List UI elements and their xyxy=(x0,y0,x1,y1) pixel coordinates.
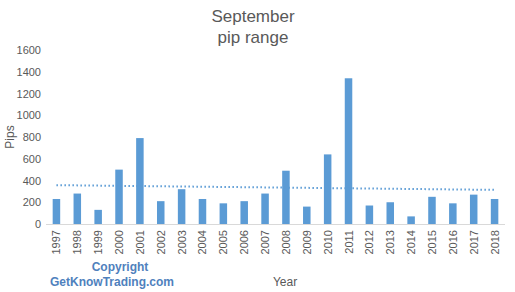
bar xyxy=(220,203,228,224)
x-tick-label: 2000 xyxy=(113,230,125,254)
x-tick-label: 1998 xyxy=(71,230,83,254)
bar xyxy=(178,189,186,224)
annotation: Copyright xyxy=(92,260,149,274)
bar xyxy=(53,199,61,224)
y-tick-label: 800 xyxy=(23,131,41,143)
bar xyxy=(428,197,436,224)
y-tick-label: 400 xyxy=(23,175,41,187)
y-tick-label: 200 xyxy=(23,196,41,208)
subtitle: pip range xyxy=(218,28,289,47)
bar xyxy=(449,203,457,224)
x-tick-label: 2008 xyxy=(280,230,292,254)
x-tick-label: 1999 xyxy=(92,230,104,254)
bar xyxy=(240,201,248,224)
x-tick-label: 2005 xyxy=(217,230,229,254)
x-tick-label: 2018 xyxy=(489,230,501,254)
x-tick-label: 2010 xyxy=(322,230,334,254)
bar xyxy=(470,195,478,224)
bar xyxy=(261,194,269,224)
chart: September pip range 0 200 400 600 800 1000 1200 1… xyxy=(0,0,515,292)
bar xyxy=(345,78,353,224)
x-tick-label: 2003 xyxy=(176,230,188,254)
bar xyxy=(324,154,332,224)
title: September xyxy=(211,7,294,26)
bar xyxy=(115,170,123,224)
bar xyxy=(136,138,144,224)
x-tick-label: 2014 xyxy=(405,230,417,254)
x-tick-label: 2013 xyxy=(384,230,396,254)
x-tick-label: 2002 xyxy=(155,230,167,254)
x-tick-label: 2004 xyxy=(196,230,208,254)
background xyxy=(0,0,515,292)
bar xyxy=(491,199,499,224)
y-tick-label: 1200 xyxy=(17,88,41,100)
x-tick-label: 2009 xyxy=(301,230,313,254)
x-tick-label: 2007 xyxy=(259,230,271,254)
bar xyxy=(157,201,165,224)
x-tick-label: 2001 xyxy=(134,230,146,254)
x-axis-line xyxy=(46,224,505,225)
y-tick-label: 0 xyxy=(35,218,41,230)
x-tick-label: 2017 xyxy=(468,230,480,254)
bar xyxy=(282,171,290,224)
x-tick-label: 1997 xyxy=(50,230,62,254)
bar xyxy=(74,194,82,224)
y-tick-label: 600 xyxy=(23,153,41,165)
annotation: GetKnowTrading.com xyxy=(50,275,174,289)
bar xyxy=(407,216,415,224)
trend-line xyxy=(56,185,494,190)
y-axis-title: Pips xyxy=(3,125,17,148)
y-tick-label: 1000 xyxy=(17,109,41,121)
x-tick-label: 2011 xyxy=(343,230,355,254)
bar xyxy=(199,199,207,224)
x-tick-label: 2012 xyxy=(363,230,375,254)
x-tick-label: 2016 xyxy=(447,230,459,254)
y-tick-label: 1400 xyxy=(17,66,41,78)
bar xyxy=(366,206,374,224)
x-tick-label: 2006 xyxy=(238,230,250,254)
bar xyxy=(94,210,102,224)
y-tick-label: 1600 xyxy=(17,44,41,56)
bar xyxy=(386,202,394,224)
x-axis-title: Year xyxy=(273,275,297,289)
bar xyxy=(303,207,311,224)
x-tick-label: 2015 xyxy=(426,230,438,254)
plot-area xyxy=(53,78,499,224)
